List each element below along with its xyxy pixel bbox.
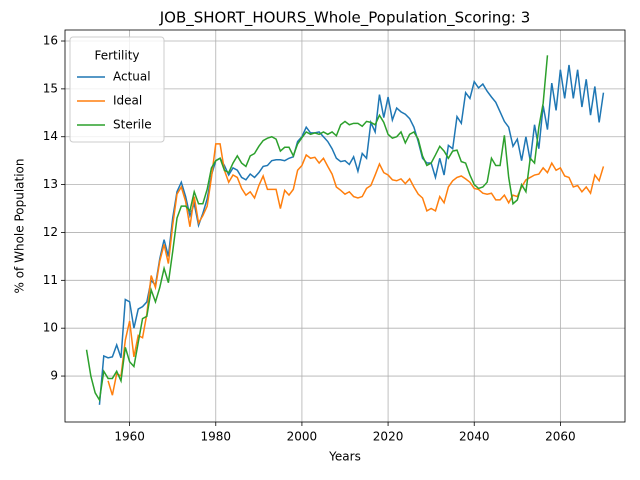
legend: Fertility Actual Ideal Sterile bbox=[69, 36, 165, 143]
plot-lines bbox=[85, 55, 605, 405]
x-tick-label: 1960 bbox=[114, 430, 145, 444]
y-tick-label: 9 bbox=[50, 369, 58, 383]
y-tick-label: 13 bbox=[43, 177, 58, 191]
legend-label: Ideal bbox=[113, 94, 142, 108]
x-tick-label: 2000 bbox=[287, 430, 318, 444]
grid: 1960 1980 2000 2020 2040 2060 9 10 11 12 13 14 15 16 bbox=[43, 30, 625, 444]
y-tick-label: 10 bbox=[43, 321, 58, 335]
x-tick-label: 2060 bbox=[545, 430, 576, 444]
y-tick-label: 11 bbox=[43, 273, 58, 287]
legend-label: Sterile bbox=[113, 118, 152, 132]
y-tick-label: 12 bbox=[43, 225, 58, 239]
y-tick-label: 15 bbox=[43, 81, 58, 95]
series-line bbox=[98, 64, 605, 405]
chart-title: JOB_SHORT_HOURS_Whole_Population_Scoring… bbox=[159, 9, 531, 28]
x-axis-label: Years bbox=[328, 450, 361, 464]
legend-box bbox=[69, 36, 165, 143]
x-tick-label: 2020 bbox=[373, 430, 404, 444]
y-axis-label: % of Whole Population bbox=[13, 159, 27, 294]
y-tick-label: 16 bbox=[43, 34, 58, 48]
legend-label: Actual bbox=[113, 70, 151, 84]
x-tick-label: 2040 bbox=[459, 430, 490, 444]
plot-frame bbox=[64, 29, 626, 423]
x-tick-label: 1980 bbox=[200, 430, 231, 444]
y-tick-label: 14 bbox=[43, 129, 58, 143]
legend-title: Fertility bbox=[94, 49, 139, 63]
series-line bbox=[85, 55, 549, 403]
